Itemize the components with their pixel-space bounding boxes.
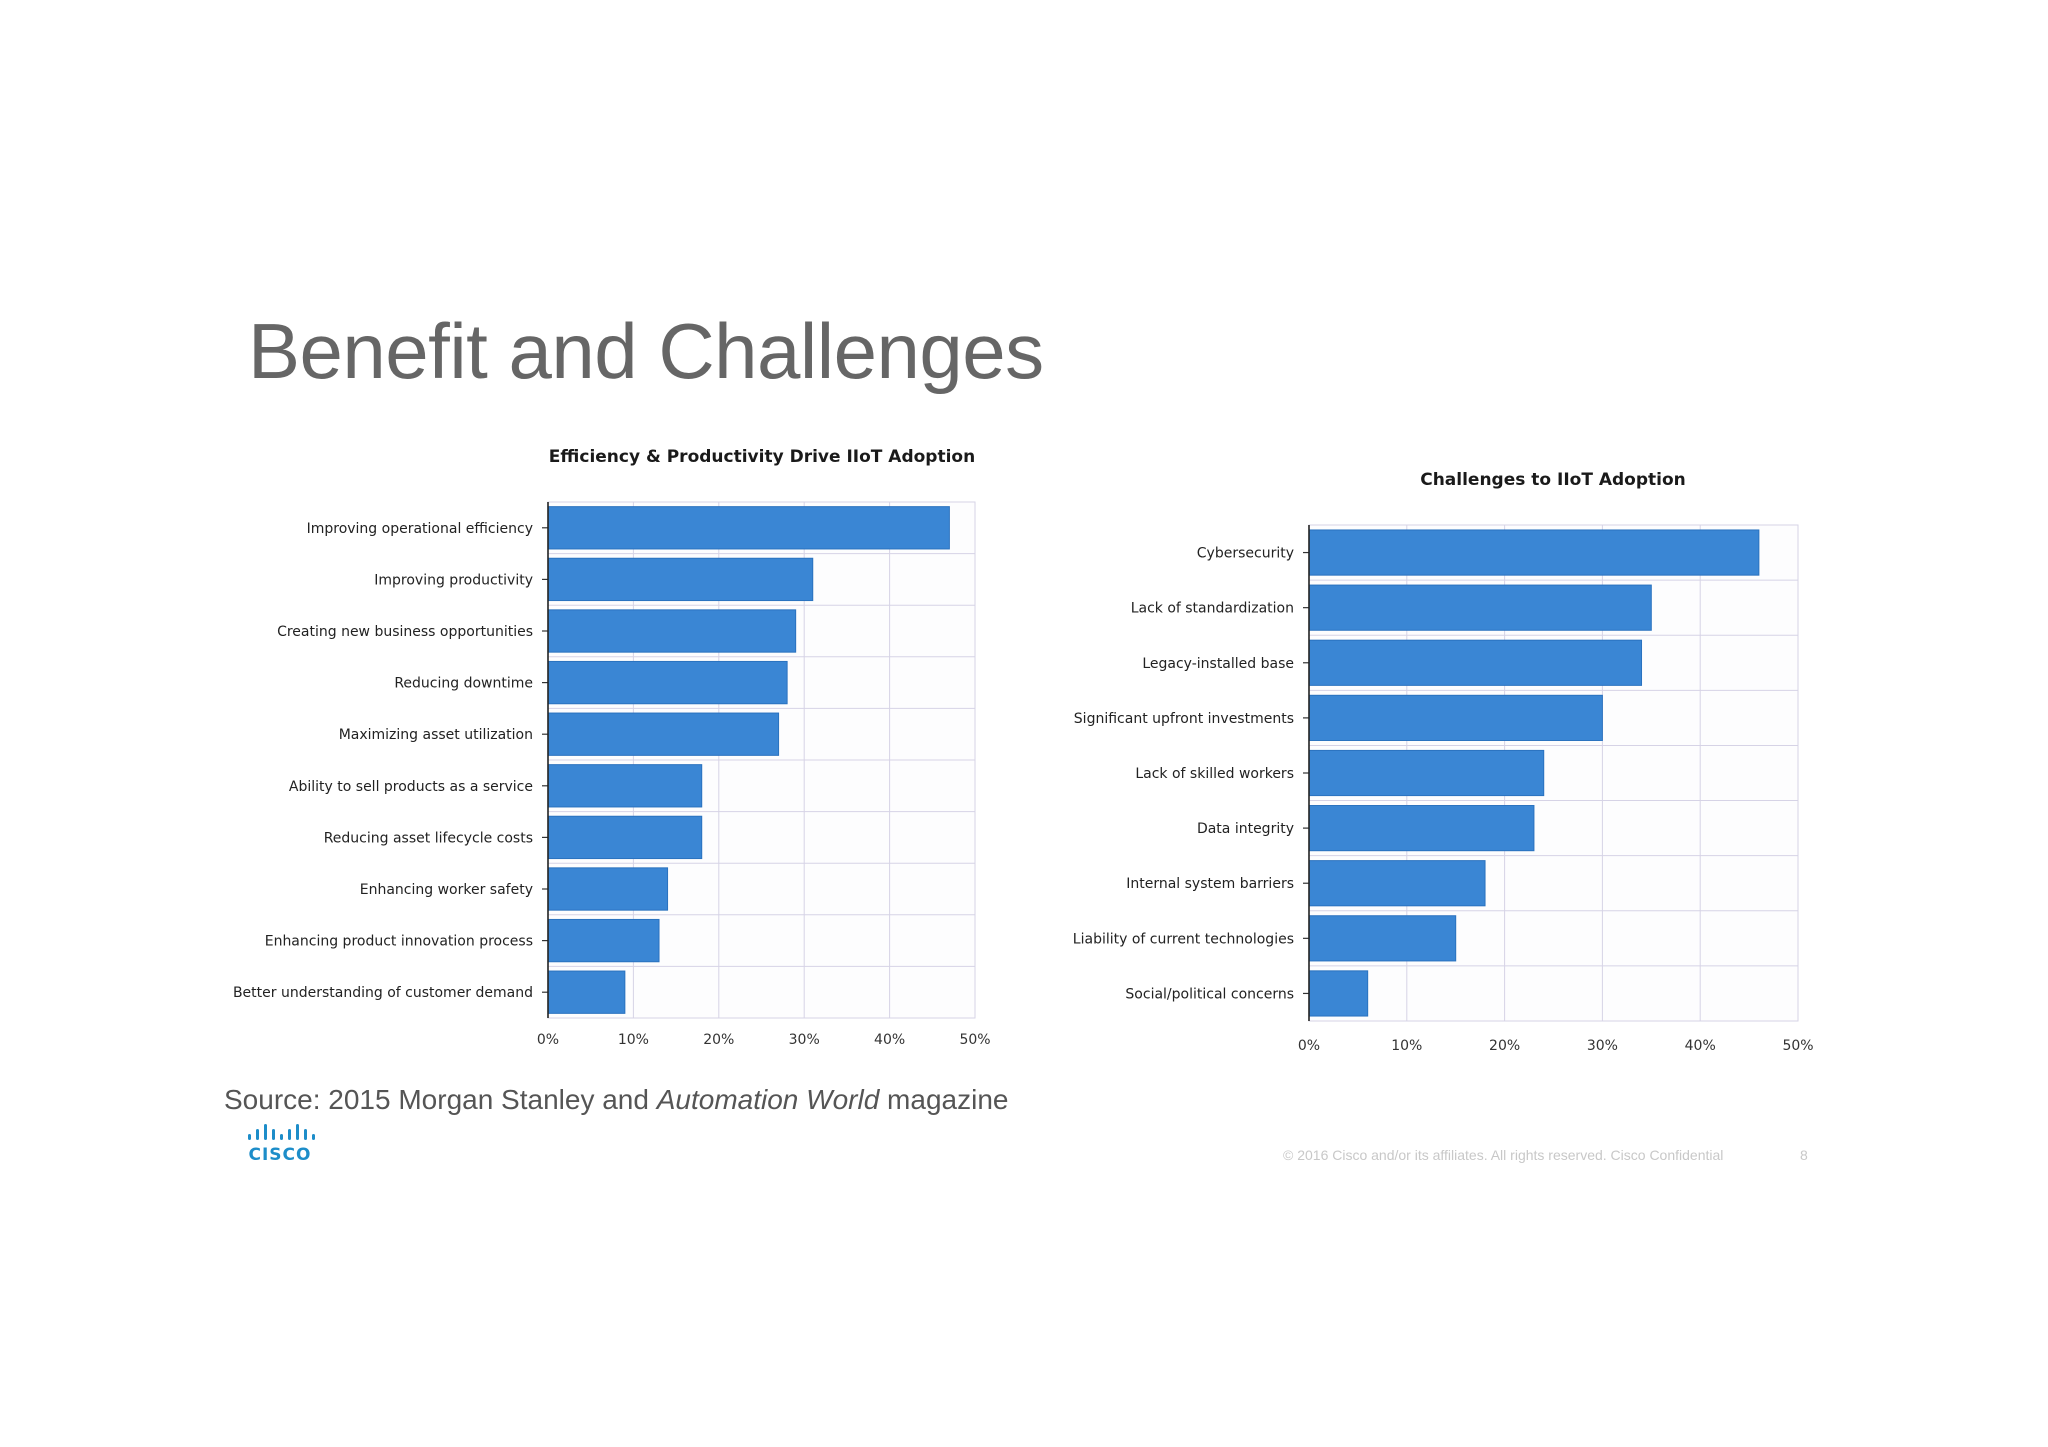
logo-bar [304, 1129, 307, 1140]
bar [547, 712, 780, 756]
category-label: Cybersecurity [1197, 546, 1294, 562]
category-label: Liability of current technologies [1073, 931, 1294, 947]
bar [547, 970, 626, 1014]
logo-bar [264, 1124, 267, 1140]
x-tick-label: 30% [1587, 1038, 1618, 1054]
efficiency-chart: Efficiency & Productivity Drive IIoT Ado… [233, 447, 991, 1048]
logo-wordmark: CISCO [249, 1145, 312, 1164]
x-tick-label: 50% [1782, 1038, 1813, 1054]
category-label: Reducing downtime [394, 676, 533, 692]
logo-bar [312, 1134, 315, 1140]
category-label: Improving operational efficiency [307, 521, 533, 537]
x-tick-label: 20% [1489, 1038, 1520, 1054]
bar [1308, 639, 1643, 686]
bar [1308, 860, 1486, 907]
category-label: Lack of skilled workers [1135, 766, 1294, 782]
bar [547, 815, 703, 860]
challenges-chart: Challenges to IIoT Adoption 0% 10% 20% 30% 40… [1073, 470, 1814, 1054]
page-number: 8 [1800, 1147, 1808, 1163]
footer-copyright: © 2016 Cisco and/or its affiliates. All … [1283, 1147, 1724, 1163]
x-tick-label: 10% [618, 1032, 649, 1048]
category-label: Better understanding of customer demand [233, 985, 533, 1001]
x-tick-label: 10% [1391, 1038, 1422, 1054]
x-tick-label: 50% [959, 1032, 990, 1048]
category-label: Lack of standardization [1131, 601, 1294, 617]
bar [1308, 970, 1369, 1017]
category-label: Legacy-installed base [1142, 656, 1294, 672]
x-tick-label: 40% [874, 1032, 905, 1048]
bar [1308, 584, 1652, 631]
cisco-logo: CISCO [248, 1124, 315, 1164]
page-title: Benefit and Challenges [248, 307, 1044, 395]
category-label: Improving productivity [374, 572, 533, 588]
bar [1308, 529, 1760, 576]
bar [1308, 749, 1545, 797]
bar [1308, 805, 1535, 852]
category-label: Internal system barriers [1126, 876, 1294, 892]
source-prefix: Source: 2015 Morgan Stanley and [224, 1084, 657, 1115]
category-label: Significant upfront investments [1074, 711, 1294, 727]
bar [547, 557, 814, 602]
category-label: Enhancing worker safety [360, 882, 533, 898]
category-label: Creating new business opportunities [277, 624, 533, 640]
chart-title: Challenges to IIoT Adoption [1420, 470, 1686, 490]
x-tick-label: 40% [1685, 1038, 1716, 1054]
bar [547, 764, 703, 808]
category-label: Maximizing asset utilization [339, 727, 533, 743]
logo-bar [256, 1129, 259, 1140]
bar [547, 506, 950, 550]
bar [547, 918, 660, 963]
logo-bar [280, 1134, 283, 1140]
source-citation: Source: 2015 Morgan Stanley and Automati… [224, 1084, 1008, 1116]
x-tick-label: 30% [789, 1032, 820, 1048]
bar [1308, 694, 1603, 741]
category-label: Social/political concerns [1125, 986, 1294, 1002]
chart-title: Efficiency & Productivity Drive IIoT Ado… [549, 447, 975, 467]
source-italic: Automation World [656, 1084, 880, 1115]
logo-bar [296, 1124, 299, 1140]
bar [547, 867, 669, 911]
x-tick-label: 0% [1298, 1038, 1320, 1054]
category-label: Reducing asset lifecycle costs [324, 830, 533, 846]
category-label: Ability to sell products as a service [289, 779, 533, 795]
category-label: Enhancing product innovation process [265, 934, 533, 950]
bar [547, 609, 797, 653]
source-suffix: magazine [879, 1084, 1009, 1115]
logo-bar [288, 1129, 291, 1140]
bar [547, 660, 788, 705]
x-tick-label: 20% [703, 1032, 734, 1048]
logo-bar [248, 1134, 251, 1140]
category-label: Data integrity [1197, 821, 1294, 837]
logo-bar [272, 1129, 275, 1140]
x-tick-label: 0% [537, 1032, 559, 1048]
bar [1308, 915, 1457, 962]
